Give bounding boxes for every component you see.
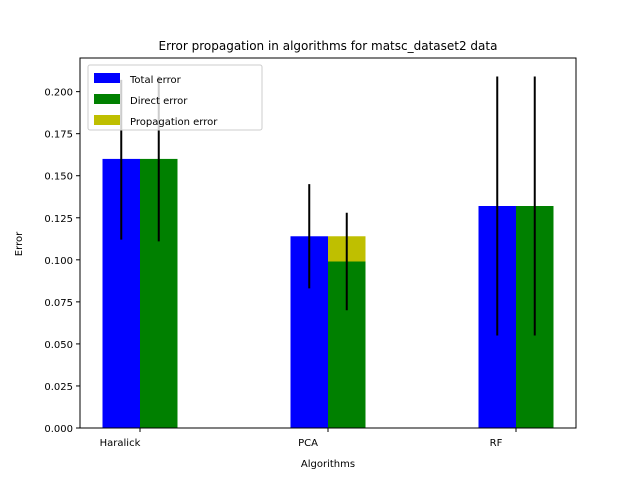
y-tick-label: 0.000	[44, 424, 73, 435]
legend-label: Total error	[129, 75, 182, 86]
y-tick-label: 0.150	[44, 172, 73, 183]
y-tick-label: 0.050	[44, 340, 73, 351]
y-tick-label: 0.025	[44, 382, 73, 393]
legend: Total error Direct error Propagation error	[87, 64, 263, 131]
x-tick-label: PCA	[298, 438, 318, 449]
legend-swatch	[94, 115, 120, 125]
y-tick-label: 0.125	[44, 214, 73, 225]
y-tick-label: 0.200	[44, 88, 73, 99]
axes-layer: 0.000 0.025 0.050 0.075 0.100 0.125 0.150 0.175…	[44, 57, 577, 449]
x-tick-label: Haralick	[100, 438, 141, 449]
x-tick-label: RF	[490, 438, 503, 449]
x-axis-label: Algorithms	[301, 459, 355, 470]
chart-title: Error propagation in algorithms for mats…	[159, 39, 498, 53]
y-tick-label: 0.075	[44, 298, 73, 309]
y-tick-label: 0.100	[44, 256, 73, 267]
legend-swatch	[94, 94, 120, 104]
y-tick-label: 0.175	[44, 130, 73, 141]
legend-label: Propagation error	[130, 117, 218, 128]
y-axis-label: Error	[14, 231, 25, 256]
legend-label: Direct error	[130, 96, 188, 107]
legend-box	[87, 64, 263, 131]
legend-swatch	[94, 73, 120, 83]
